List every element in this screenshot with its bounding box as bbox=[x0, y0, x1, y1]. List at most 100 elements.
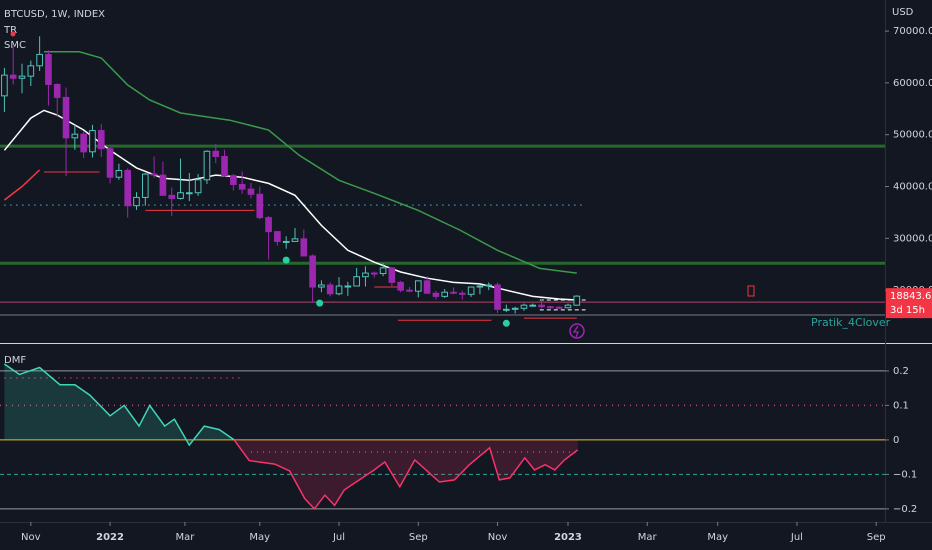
candle-body bbox=[9, 74, 17, 79]
series-line bbox=[233, 439, 579, 511]
alert-bolt bbox=[572, 325, 579, 338]
candle-body bbox=[414, 280, 422, 292]
candle-body bbox=[406, 289, 413, 292]
candle-body bbox=[318, 284, 325, 288]
candle-body bbox=[97, 130, 105, 150]
y-tick-label: 40000.00 bbox=[893, 182, 932, 193]
candle-body bbox=[476, 285, 484, 288]
x-tick-label: Mar bbox=[638, 532, 658, 543]
y-tick-label: 0.2 bbox=[893, 366, 909, 377]
candle-body bbox=[282, 240, 290, 243]
candle-body bbox=[203, 150, 211, 181]
x-tick-label: Sep bbox=[867, 532, 886, 543]
alert-icon bbox=[569, 323, 585, 339]
candle-body bbox=[388, 267, 396, 283]
pane-title: DMF bbox=[4, 355, 26, 366]
candle-body bbox=[397, 281, 404, 291]
candle-body bbox=[520, 304, 528, 309]
candle-body bbox=[71, 133, 79, 139]
signal-dot bbox=[282, 256, 290, 264]
candle-body bbox=[238, 183, 246, 190]
symbol-title: BTCUSD, 1W, INDEX bbox=[4, 9, 105, 20]
y-tick-label: 30000.00 bbox=[893, 233, 932, 244]
candle-body bbox=[221, 155, 228, 177]
series-line bbox=[3, 169, 41, 201]
series-area bbox=[4, 364, 235, 446]
x-tick-label: Mar bbox=[175, 532, 195, 543]
candle-body bbox=[177, 192, 184, 199]
candle-body bbox=[124, 169, 132, 207]
candle-body bbox=[432, 292, 440, 297]
candle-body bbox=[573, 295, 581, 306]
candle-body bbox=[106, 148, 114, 178]
candle-body bbox=[503, 308, 510, 311]
candle-body bbox=[265, 217, 272, 233]
candle-body bbox=[53, 83, 61, 98]
candle-body bbox=[370, 272, 378, 275]
x-tick-label: May bbox=[707, 532, 728, 543]
y-tick-label: 0.1 bbox=[893, 400, 909, 411]
candle-body bbox=[529, 304, 537, 307]
candle-body bbox=[538, 304, 545, 308]
price-label-box bbox=[886, 288, 932, 319]
candle-body bbox=[423, 280, 431, 294]
watermark: Pratik_4Clover bbox=[811, 316, 891, 329]
x-tick-label: Jul bbox=[332, 532, 345, 543]
candle-body bbox=[362, 272, 369, 278]
candle-body bbox=[159, 174, 167, 196]
candle-body bbox=[194, 179, 202, 194]
candle-body bbox=[353, 276, 360, 287]
candle-body bbox=[62, 96, 70, 139]
candle-body bbox=[212, 150, 220, 157]
x-tick-label: 2023 bbox=[554, 532, 582, 543]
candle-body bbox=[168, 194, 176, 199]
series-line bbox=[3, 363, 235, 447]
candle-body bbox=[80, 133, 87, 153]
candle-body bbox=[494, 284, 501, 310]
candle-body bbox=[450, 291, 457, 294]
candle-body bbox=[115, 169, 123, 178]
x-tick-label: Nov bbox=[488, 532, 508, 543]
candle-body bbox=[89, 130, 96, 153]
candle-body bbox=[547, 306, 554, 309]
candle-body bbox=[564, 304, 572, 309]
candle-body bbox=[291, 238, 299, 242]
signal-dot bbox=[502, 319, 510, 327]
indicator-label: TR bbox=[3, 25, 17, 36]
y-tick-label: −0.1 bbox=[893, 469, 917, 480]
candle-body bbox=[18, 75, 26, 79]
candle-body bbox=[230, 175, 237, 185]
candle-body bbox=[27, 65, 35, 77]
indicator-flag bbox=[10, 31, 16, 37]
series-line bbox=[3, 109, 577, 301]
price-label: 18843.65 bbox=[890, 291, 932, 302]
signal-dot bbox=[316, 299, 324, 307]
candle-body bbox=[133, 196, 140, 207]
candle-body bbox=[511, 307, 519, 310]
series-line bbox=[44, 51, 577, 274]
candle-body bbox=[379, 267, 387, 275]
countdown-label: 3d 15h bbox=[890, 305, 925, 316]
candle-body bbox=[555, 306, 563, 309]
axis-unit: USD bbox=[892, 7, 914, 18]
y-tick-label: 70000.00 bbox=[893, 26, 932, 37]
candle-body bbox=[300, 238, 308, 257]
y-tick-label: 60000.00 bbox=[893, 78, 932, 89]
candle-body bbox=[36, 53, 43, 67]
x-tick-label: May bbox=[249, 532, 270, 543]
candle-body bbox=[45, 53, 52, 85]
candle-body bbox=[141, 173, 149, 198]
x-tick-label: 2022 bbox=[96, 532, 124, 543]
y-tick-label: 0 bbox=[893, 435, 899, 446]
candle-body bbox=[441, 291, 449, 297]
candle-body bbox=[467, 286, 475, 295]
candle-body bbox=[256, 193, 264, 219]
candle-body bbox=[326, 284, 334, 295]
x-tick-label: Nov bbox=[21, 532, 41, 543]
candle-body bbox=[274, 231, 281, 242]
x-tick-label: Jul bbox=[790, 532, 803, 543]
marker-icon bbox=[747, 285, 755, 297]
